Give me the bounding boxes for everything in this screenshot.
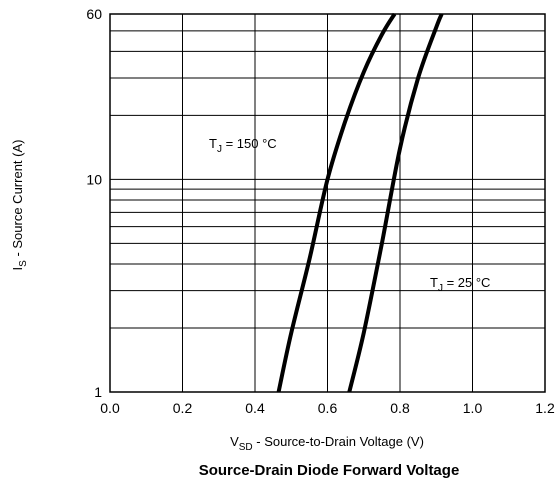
plot-frame [109, 13, 546, 393]
grid [109, 13, 546, 392]
x-axis-label: VSD - Source-to-Drain Voltage (V) [230, 434, 424, 453]
series-line-1 [347, 13, 444, 393]
y-tick-label: 1 [94, 384, 102, 400]
x-tick-label: 1.0 [463, 400, 483, 416]
y-tick-label: 60 [86, 6, 102, 22]
tick-labels: 0.0 0.2 0.4 0.6 0.8 1.0 1.2 1 10 60 [86, 6, 555, 416]
x-tick-label: 0.8 [390, 400, 410, 416]
annotation-25: TJ = 25 °C [430, 275, 490, 294]
x-tick-label: 0.6 [318, 400, 338, 416]
x-tick-label: 1.2 [535, 400, 555, 416]
x-tick-label: 0.4 [245, 400, 265, 416]
annotation-150: TJ = 150 °C [209, 136, 277, 155]
chart-title: Source-Drain Diode Forward Voltage [199, 462, 460, 479]
x-tick-label: 0.2 [173, 400, 193, 416]
x-tick-label: 0.0 [100, 400, 120, 416]
y-tick-label: 10 [86, 171, 102, 187]
series-line-0 [276, 12, 397, 393]
y-axis-label: IS - Source Current (A) [10, 140, 29, 271]
series-lines [276, 12, 444, 393]
